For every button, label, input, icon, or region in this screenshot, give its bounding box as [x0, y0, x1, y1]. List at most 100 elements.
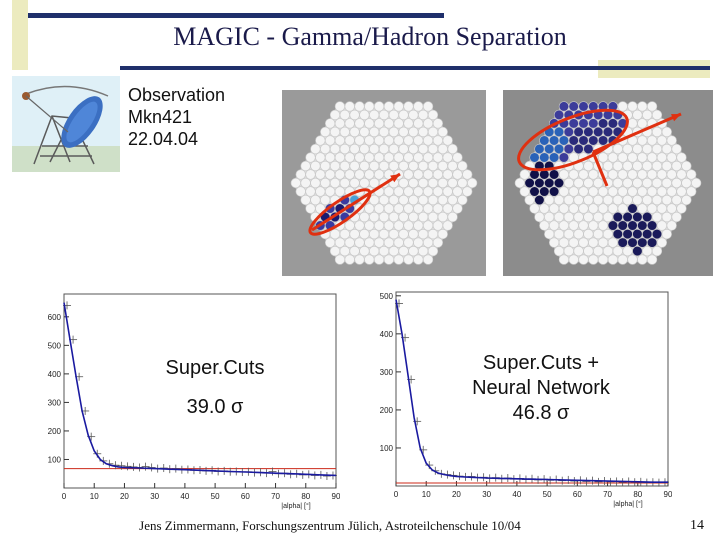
camera-pixel	[339, 160, 350, 172]
camera-pixel	[354, 220, 365, 231]
x-tick-label: 70	[603, 490, 612, 499]
camera-pixel	[651, 211, 663, 223]
camera-pixel	[329, 245, 341, 257]
camera-pixel	[329, 109, 341, 121]
camera-pixel	[686, 169, 697, 180]
camera-pixel	[369, 211, 380, 223]
camera-pixel	[602, 211, 614, 223]
camera-pixel	[607, 220, 618, 231]
camera-pixel	[607, 254, 618, 265]
camera-pixel	[642, 228, 653, 240]
camera-pixel	[671, 177, 682, 189]
camera-pixel	[622, 228, 633, 240]
camera-pixel	[373, 169, 385, 180]
camera-pixel	[388, 194, 399, 206]
camera-pixel	[553, 126, 565, 138]
camera-pixel	[403, 254, 414, 265]
camera-pixel	[612, 228, 623, 240]
x-tick-label: 90	[664, 490, 672, 499]
camera-pixel	[432, 152, 443, 163]
x-tick-label: 80	[301, 492, 310, 501]
camera-pixel	[388, 211, 399, 223]
camera-pixel	[661, 160, 672, 172]
camera-pixel	[661, 228, 672, 240]
x-tick-label: 10	[422, 490, 431, 499]
camera-pixel	[651, 109, 663, 121]
camera-pixel	[344, 220, 355, 231]
hillas-ellipse	[517, 108, 629, 172]
camera-pixel	[432, 220, 443, 231]
camera-pixel	[373, 118, 385, 129]
camera-pixel	[666, 186, 677, 197]
camera-pixel	[607, 118, 618, 129]
camera-pixel	[383, 220, 394, 231]
camera-pixel	[364, 101, 375, 112]
camera-pixel	[418, 126, 429, 138]
camera-pixel	[413, 254, 424, 265]
camera-pixel	[423, 135, 434, 146]
camera-pixel	[393, 220, 404, 231]
camera-pixel	[637, 254, 648, 265]
camera-pixel	[617, 220, 628, 231]
camera-pixel	[324, 186, 336, 197]
camera-pixel	[432, 169, 443, 180]
camera-pixel	[324, 135, 336, 146]
footer-credit: Jens Zimmermann, Forschungszentrum Jülic…	[139, 518, 521, 533]
camera-pixel	[398, 177, 409, 189]
camera-pixel	[398, 228, 409, 240]
camera-pixel	[413, 135, 424, 146]
camera-pixel	[637, 237, 648, 248]
camera-pixel	[583, 177, 594, 189]
x-tick-label: 40	[180, 492, 189, 501]
camera-pixel	[637, 135, 648, 146]
camera-pixel	[437, 211, 448, 223]
camera-pixel	[568, 118, 579, 129]
camera-pixel	[403, 220, 414, 231]
camera-pixel	[334, 169, 346, 180]
fit-curve	[63, 302, 337, 477]
camera-pixel	[408, 177, 419, 189]
camera-pixel	[573, 126, 584, 138]
alpha-line	[591, 151, 609, 187]
camera-pixel	[437, 177, 448, 189]
camera-pixel	[671, 194, 682, 206]
camera-pixel	[548, 186, 560, 197]
camera-pixel	[408, 245, 419, 257]
camera-pixel	[334, 237, 346, 248]
camera-pixel	[647, 237, 658, 248]
camera-pixel	[457, 194, 468, 206]
camera-pixel	[583, 211, 594, 223]
camera-pixel	[651, 245, 663, 257]
camera-pixel	[651, 126, 663, 138]
camera-pixel	[388, 228, 399, 240]
camera-pixel	[369, 126, 380, 138]
camera-pixel	[418, 177, 429, 189]
camera-pixel	[548, 152, 560, 163]
camera-pixel	[647, 254, 658, 265]
camera-pixel	[354, 169, 365, 180]
alpha-plot-supercuts: 0 10 20 30 40 50 60 70 80 90 100 200 300 400 500 600 |al…	[48, 293, 340, 510]
camera-pixel	[354, 118, 365, 129]
camera-pixel	[588, 220, 599, 231]
camera-pixel	[324, 152, 336, 163]
y-tick-label: 100	[380, 444, 394, 453]
camera-pixel	[423, 169, 434, 180]
camera-pixel	[349, 143, 360, 155]
camera-pixel	[344, 152, 355, 163]
camera-pixel	[661, 143, 672, 155]
camera-pixel	[597, 186, 609, 197]
camera-pixel	[573, 194, 584, 206]
camera-pixel	[393, 203, 404, 214]
x-axis-label: |alpha| [°]	[613, 500, 642, 508]
x-tick-label: 30	[482, 490, 491, 499]
camera-pixel	[344, 118, 355, 129]
camera-pixel	[373, 203, 385, 214]
camera-pixel	[666, 220, 677, 231]
camera-pixel	[418, 160, 429, 172]
camera-pixel	[452, 169, 463, 180]
camera-pixel	[452, 152, 463, 163]
y-axis-ticks: 100 200 300 400 500 600	[48, 313, 69, 464]
camera-pixel	[583, 143, 594, 155]
camera-pixel	[437, 160, 448, 172]
camera-pixel	[656, 220, 667, 231]
